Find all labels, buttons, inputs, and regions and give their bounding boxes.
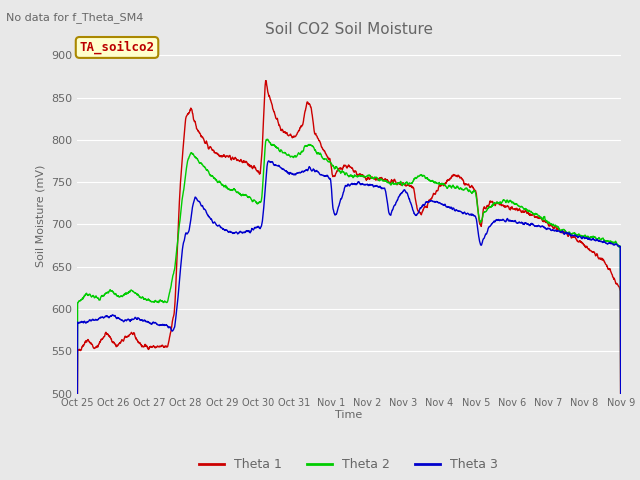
Theta 1 — [602, 261, 609, 266]
Theta 1 — [262, 78, 269, 84]
Theta 2 — [338, 169, 346, 175]
Theta 3 — [601, 240, 609, 245]
Theta 1 — [338, 166, 346, 171]
Theta 3 — [617, 434, 625, 440]
Line: Theta 1: Theta 1 — [77, 81, 621, 480]
Text: TA_soilco2: TA_soilco2 — [79, 41, 154, 54]
Theta 2 — [602, 239, 609, 244]
Theta 2 — [100, 292, 108, 298]
Theta 3 — [100, 314, 108, 320]
Theta 3 — [338, 196, 346, 202]
Theta 2 — [264, 136, 271, 142]
Theta 3 — [323, 173, 331, 179]
Title: Soil CO2 Soil Moisture: Soil CO2 Soil Moisture — [265, 22, 433, 37]
Legend: Theta 1, Theta 2, Theta 3: Theta 1, Theta 2, Theta 3 — [195, 453, 503, 476]
Theta 1 — [601, 260, 609, 266]
Theta 2 — [323, 157, 331, 163]
Theta 3 — [602, 240, 609, 245]
Theta 2 — [601, 239, 609, 244]
Y-axis label: Soil Moisture (mV): Soil Moisture (mV) — [35, 165, 45, 267]
Theta 3 — [265, 158, 273, 164]
Theta 3 — [502, 218, 509, 224]
Theta 1 — [323, 154, 331, 159]
Text: No data for f_Theta_SM4: No data for f_Theta_SM4 — [6, 12, 144, 23]
Theta 1 — [617, 464, 625, 470]
Line: Theta 2: Theta 2 — [77, 139, 621, 480]
Line: Theta 3: Theta 3 — [77, 161, 621, 480]
Theta 2 — [617, 433, 625, 439]
Theta 1 — [100, 334, 108, 339]
X-axis label: Time: Time — [335, 410, 362, 420]
Theta 1 — [502, 204, 509, 209]
Theta 2 — [502, 199, 509, 204]
